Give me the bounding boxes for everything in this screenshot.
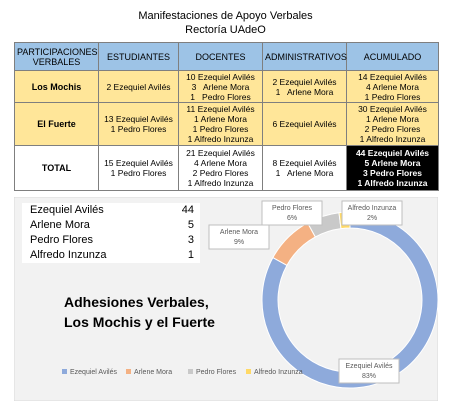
cell-line: 1 Alfredo Inzunza — [357, 178, 428, 188]
cell: 44 Ezequiel Avilés 5 Arlene Mora 3 Pedro F… — [346, 145, 439, 191]
title: Manifestaciones de Apoyo Verbales — [138, 10, 313, 22]
legend-marker — [246, 369, 251, 374]
cell: 2 Ezequiel Avilés 1 Arlene Mora — [262, 70, 347, 103]
cell-line: 21 Ezequiel Avilés — [186, 148, 255, 158]
legend-marker — [188, 369, 193, 374]
cell: 15 Ezequiel Avilés 1 Pedro Flores — [98, 145, 179, 191]
cell-line: 1 Alfredo Inzunza — [187, 134, 254, 144]
chart-title: Los Mochis y el Fuerte — [64, 314, 215, 330]
cell-line: 1 Arlene Mora — [275, 168, 334, 178]
data-label-name: Pedro Flores — [272, 205, 313, 212]
cell-line: 1 Arlene Mora — [194, 114, 247, 124]
legend-label: Alfredo Inzunza — [254, 369, 303, 376]
cell-line: 2 Ezequiel Avilés — [106, 81, 171, 92]
cell-line: 1 Alfredo Inzunza — [359, 134, 426, 144]
data-label-box — [338, 358, 400, 384]
cell-line: 1 Pedro Flores — [110, 168, 167, 178]
data-label-value: 2% — [367, 215, 377, 222]
summary-count: 5 — [187, 219, 194, 231]
summary-count: 44 — [181, 204, 194, 216]
legend-marker — [126, 369, 131, 374]
cell-line: 15 Ezequiel Avilés — [104, 158, 173, 168]
column-header: ACUMULADO — [346, 42, 439, 71]
row-label: Los Mochis — [14, 70, 99, 103]
column-header: ADMINISTRATIVOS — [262, 42, 347, 71]
summary-row: Pedro Flores 3 — [22, 233, 200, 248]
cell-line: 3 Arlene Mora — [191, 81, 250, 92]
data-label-name: Arlene Mora — [220, 229, 258, 236]
summary-row: Ezequiel Avilés 44 — [22, 203, 200, 218]
legend-marker — [62, 369, 67, 374]
table-row: TOTAL 15 Ezequiel Avilés 1 Pedro Flores 21 … — [14, 145, 439, 191]
cell-line: 2 Pedro Flores — [192, 168, 249, 178]
cell: 13 Ezequiel Avilés 1 Pedro Flores — [98, 102, 179, 146]
row-label: TOTAL — [14, 145, 99, 191]
cell-line: 4 Arlene Mora — [366, 81, 419, 92]
data-label-value: 83% — [362, 373, 376, 380]
cell-line: 10 Ezequiel Avilés — [186, 71, 255, 82]
table-body: Los Mochis 2 Ezequiel Avilés 10 Ezequiel A… — [14, 70, 439, 191]
cell: 14 Ezequiel Avilés 4 Arlene Mora 1 Pedro F… — [346, 70, 439, 103]
cell-line: 44 Ezequiel Avilés — [355, 148, 430, 158]
legend-label: Pedro Flores — [196, 369, 237, 376]
summary-row: Arlene Mora 5 — [22, 218, 200, 233]
subtitle: Rectoría UAdeO — [185, 24, 266, 36]
data-label-name: Alfredo Inzunza — [348, 205, 397, 212]
cell-line: 1 Arlene Mora — [366, 114, 419, 124]
summary-name: Alfredo Inzunza — [30, 249, 107, 261]
cell: 6 Ezequiel Avilés — [262, 102, 347, 146]
column-header: ESTUDIANTES — [98, 42, 179, 71]
cell-line: 5 Arlene Mora — [364, 158, 421, 168]
table-row: El Fuerte 13 Ezequiel Avilés 1 Pedro Flore… — [14, 102, 439, 146]
slice — [261, 211, 438, 389]
cell-line: 4 Arlene Mora — [194, 158, 247, 168]
cell-line: 6 Ezequiel Avilés — [272, 119, 337, 129]
summary-name: Ezequiel Avilés — [30, 204, 104, 216]
cell-line: 1 Pedro Flores — [190, 91, 251, 102]
cell-line: 2 Ezequiel Avilés — [272, 76, 337, 87]
cell-line: 30 Ezequiel Avilés — [358, 104, 427, 114]
column-header: PARTICIPACIONES VERBALES — [14, 42, 99, 71]
cell-line: 1 Alfredo Inzunza — [187, 178, 254, 188]
summary-count: 1 — [187, 249, 194, 261]
summary-name: Arlene Mora — [30, 219, 90, 231]
legend-label: Arlene Mora — [134, 369, 172, 376]
cell-line: 1 Arlene Mora — [275, 86, 334, 97]
row-label: El Fuerte — [14, 102, 99, 146]
cell-line: 1 Pedro Flores — [110, 124, 167, 134]
header-row: PARTICIPACIONES VERBALES ESTUDIANTES DOCEN… — [14, 42, 439, 71]
table-row: Los Mochis 2 Ezequiel Avilés 10 Ezequiel A… — [14, 70, 439, 103]
column-header: DOCENTES — [178, 42, 263, 71]
cell: 10 Ezequiel Avilés 3 Arlene Mora 1 Pedro F… — [178, 70, 263, 103]
legend-label: Ezequiel Avilés — [70, 369, 117, 376]
summary-name: Pedro Flores — [30, 234, 93, 246]
cell: 30 Ezequiel Avilés 1 Arlene Mora 2 Pedro F… — [346, 102, 439, 146]
table: PARTICIPACIONES VERBALES ESTUDIANTES DOCEN… — [14, 42, 439, 191]
data-label-box — [261, 200, 323, 226]
summary-row: Alfredo Inzunza 1 — [22, 248, 200, 263]
cell: 21 Ezequiel Avilés 4 Arlene Mora 2 Pedro F… — [178, 145, 263, 191]
cell-line: 1 Pedro Flores — [364, 91, 421, 102]
cell: 2 Ezequiel Avilés — [98, 70, 179, 103]
data-label-value: 9% — [234, 239, 244, 246]
cell-line: 1 Pedro Flores — [192, 124, 249, 134]
chart-title: Adhesiones Verbales, — [64, 294, 209, 310]
cell-line: 13 Ezequiel Avilés — [104, 114, 173, 124]
data-label-value: 6% — [287, 215, 297, 222]
data-label-box — [341, 200, 403, 226]
cell-line: 2 Pedro Flores — [364, 124, 421, 134]
cell: 8 Ezequiel Avilés 1 Arlene Mora — [262, 145, 347, 191]
summary-count: 3 — [187, 234, 194, 246]
cell: 11 Ezequiel Avilés 1 Arlene Mora 1 Pedro F… — [178, 102, 263, 146]
cell-line: 8 Ezequiel Avilés — [272, 158, 337, 168]
data-label-box — [208, 224, 270, 250]
cell-line: 14 Ezequiel Avilés — [358, 71, 427, 82]
summary: Ezequiel Avilés 44 Arlene Mora 5 Pedro Flore… — [22, 203, 200, 263]
cell-line: 11 Ezequiel Avilés — [186, 104, 255, 114]
data-label-name: Ezequiel Avilés — [346, 363, 393, 370]
cell-line: 3 Pedro Flores — [362, 168, 423, 178]
